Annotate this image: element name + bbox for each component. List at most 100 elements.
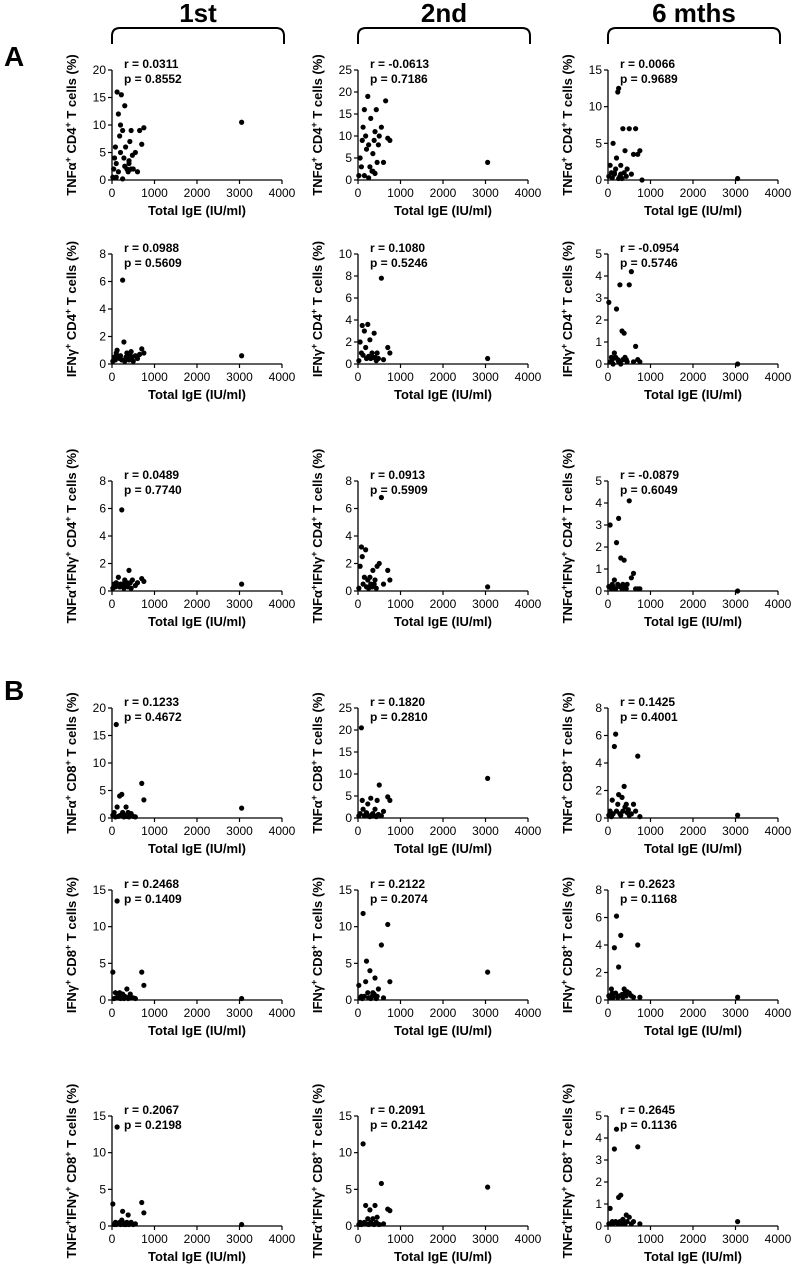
- correlation-r: r = 0.0066: [620, 57, 675, 71]
- y-tick-label: 5: [595, 1109, 602, 1123]
- x-tick-label: 1000: [387, 597, 414, 611]
- scatter-plot-8: 0 1000 2000 3000 4000 0 2 4 6 8 Total IgE (IU/ml) T…: [309, 449, 542, 629]
- x-tick-label: 0: [605, 186, 612, 200]
- y-tick-label: 15: [339, 1109, 353, 1123]
- x-tick-label: 4000: [269, 186, 296, 200]
- data-point: [380, 995, 387, 1001]
- data-point: [607, 162, 613, 168]
- correlation-r: r = -0.0954: [620, 241, 679, 255]
- data-point: [110, 969, 116, 975]
- data-point: [363, 146, 370, 152]
- data-point: [615, 801, 621, 807]
- data-point: [620, 126, 626, 132]
- y-tick-label: 4: [595, 496, 602, 510]
- data-point: [141, 1210, 147, 1216]
- y-axis-label: TNFα+IFNγ+ CD8+ T cells (%): [63, 1084, 79, 1259]
- data-point: [128, 585, 134, 591]
- data-point: [117, 149, 124, 156]
- correlation-r: r = 0.2645: [620, 1103, 675, 1117]
- x-tick-label: 2000: [184, 370, 211, 384]
- x-tick-label: 2000: [184, 597, 211, 611]
- data-point: [141, 350, 147, 356]
- data-point: [735, 994, 741, 1000]
- scatter-plot-17: 0 1000 2000 3000 4000 0 5 10 15 Total IgE (IU/ml)…: [309, 1084, 542, 1264]
- data-point: [624, 359, 630, 365]
- y-tick-label: 0: [99, 584, 106, 598]
- data-point: [111, 155, 118, 161]
- x-tick-label: 1000: [141, 186, 168, 200]
- data-point: [132, 1221, 138, 1227]
- data-point: [610, 361, 616, 367]
- data-point: [616, 964, 622, 970]
- data-point: [385, 567, 391, 573]
- data-point: [363, 1202, 369, 1209]
- data-point: [626, 498, 632, 504]
- data-point: [735, 175, 741, 182]
- x-tick-label: 1000: [637, 1232, 664, 1246]
- data-point: [380, 357, 387, 363]
- y-axis-label: IFNγ+ CD4+ T cells (%): [559, 241, 575, 377]
- column-bracket-1: [111, 27, 285, 44]
- x-tick-label: 1000: [141, 597, 168, 611]
- x-tick-label: 0: [355, 824, 362, 838]
- y-tick-label: 4: [99, 302, 106, 316]
- scatter-plot-6: 0 1000 2000 3000 4000 0 1 2 3 4 5 Total IgE (IU/ml)…: [559, 241, 792, 402]
- data-point: [113, 160, 119, 167]
- data-point: [239, 353, 245, 359]
- x-tick-label: 3000: [722, 597, 749, 611]
- x-tick-label: 2000: [680, 597, 707, 611]
- y-tick-label: 0: [595, 993, 602, 1007]
- data-point: [361, 328, 367, 334]
- data-point: [376, 1221, 382, 1228]
- x-tick-label: 3000: [226, 370, 253, 384]
- data-point: [363, 547, 369, 553]
- data-point: [637, 814, 643, 820]
- data-point: [134, 355, 141, 362]
- data-point: [635, 1144, 641, 1150]
- data-point: [369, 350, 375, 356]
- data-point: [115, 169, 121, 175]
- data-point: [357, 811, 363, 817]
- data-point: [117, 353, 124, 359]
- data-point: [132, 814, 138, 820]
- data-point: [123, 804, 129, 810]
- data-point: [387, 137, 393, 143]
- data-point: [626, 282, 632, 288]
- x-tick-label: 2000: [680, 1232, 707, 1246]
- x-tick-label: 2000: [184, 186, 211, 200]
- x-axis-label: Total IgE (IU/ml): [148, 614, 246, 629]
- x-tick-label: 3000: [226, 824, 253, 838]
- y-axis-label: TNFα+ CD8+ T cells (%): [559, 692, 575, 833]
- data-point: [367, 1207, 373, 1213]
- data-point: [126, 567, 132, 573]
- x-tick-label: 2000: [430, 1232, 457, 1246]
- data-point: [611, 945, 617, 951]
- x-tick-label: 4000: [765, 597, 792, 611]
- data-point: [114, 347, 120, 353]
- x-tick-label: 1000: [637, 186, 664, 200]
- data-point: [112, 144, 118, 150]
- y-tick-label: 8: [345, 474, 352, 488]
- data-point: [378, 942, 384, 948]
- x-tick-label: 3000: [472, 597, 499, 611]
- panel-label-a: A: [4, 41, 24, 72]
- data-point: [361, 993, 367, 999]
- y-tick-label: 2: [345, 335, 352, 349]
- x-tick-label: 0: [605, 1006, 612, 1020]
- x-tick-label: 0: [109, 597, 116, 611]
- p-value: p = 0.2074: [370, 892, 428, 906]
- y-axis-label: IFNγ+ CD4+ T cells (%): [309, 241, 325, 377]
- y-tick-label: 6: [595, 911, 602, 925]
- y-tick-label: 2: [595, 966, 602, 980]
- data-point: [628, 575, 634, 581]
- x-tick-label: 3000: [472, 1006, 499, 1020]
- correlation-r: r = 0.0311: [124, 57, 179, 71]
- y-tick-label: 0: [99, 1219, 106, 1233]
- data-point: [367, 968, 373, 974]
- data-point: [127, 138, 133, 145]
- data-point: [485, 969, 491, 975]
- data-point: [613, 990, 619, 996]
- y-tick-label: 1: [595, 1197, 602, 1211]
- x-tick-label: 4000: [269, 597, 296, 611]
- data-point: [360, 1141, 366, 1147]
